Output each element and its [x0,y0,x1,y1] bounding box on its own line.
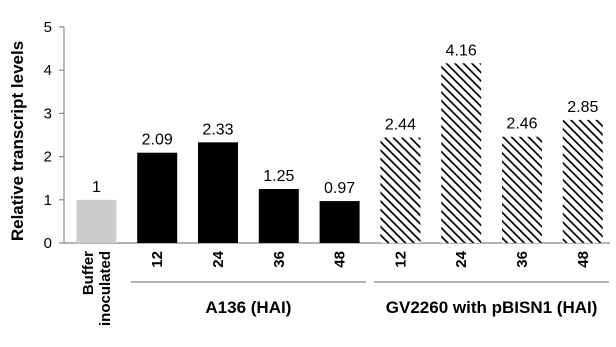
bar-9 [562,119,603,243]
x-tick-label-5: 48 [332,251,349,268]
y-tick-label: 3 [44,105,52,122]
x-tick-label-6: 12 [392,251,409,268]
x-tick-label-9: 48 [575,251,592,268]
data-label-2: 2.09 [142,132,173,149]
data-label-7: 4.16 [446,42,477,59]
x-tick-label-4: 36 [271,251,288,268]
data-label-8: 2.46 [506,116,537,133]
bar-8 [502,136,542,243]
x-tick-label-3: 24 [210,250,227,267]
x-tick-label-1: Bufferinoculated [80,251,114,326]
bar-6 [380,137,421,243]
bar-3 [198,142,238,243]
bar-7 [441,63,482,244]
data-label-3: 2.33 [202,121,233,138]
y-tick-label: 0 [44,235,52,252]
group-label-1: A136 (HAI) [205,298,291,317]
y-tick-label: 4 [44,62,52,79]
bar-4 [258,189,299,243]
bar-1 [76,199,117,243]
group-label-2: GV2260 with pBISN1 (HAI) [386,298,598,317]
y-tick-label: 5 [44,19,52,36]
bar-2 [137,152,178,243]
data-label-4: 1.25 [263,168,294,185]
data-label-5: 0.97 [324,180,355,197]
data-label-6: 2.44 [385,117,416,134]
y-axis-title: Relative transcript levels [8,41,27,241]
y-tick-label: 2 [44,149,52,166]
x-tick-label-8: 36 [514,251,531,268]
data-label-9: 2.85 [567,99,598,116]
x-tick-label-7: 24 [453,250,470,267]
bar-5 [319,201,360,243]
x-tick-label-2: 12 [149,251,166,268]
y-tick-label: 1 [44,192,52,209]
data-label-1: 1 [92,179,101,196]
